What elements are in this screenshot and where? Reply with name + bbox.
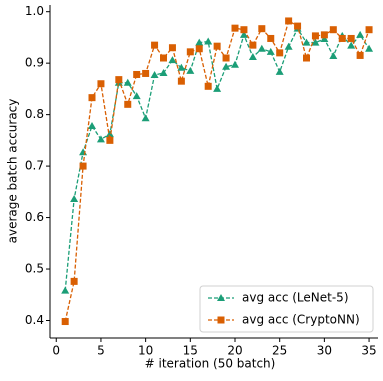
marker (123, 78, 132, 86)
marker (186, 48, 194, 56)
y-tick-label: 0.9 (25, 56, 44, 70)
marker (150, 70, 159, 78)
marker (285, 17, 293, 25)
x-tick-label: 35 (361, 344, 376, 358)
marker (217, 316, 225, 324)
marker (257, 44, 266, 52)
marker (204, 82, 212, 90)
marker (267, 34, 275, 42)
marker (195, 45, 203, 53)
x-axis-label: # iteration (50 batch) (145, 357, 276, 371)
x-tick-label: 10 (138, 344, 153, 358)
marker (177, 77, 185, 85)
legend: avg acc (LeNet-5) avg acc (CryptoNN) (199, 285, 374, 333)
marker (231, 60, 240, 68)
y-tick-label: 0.7 (25, 159, 44, 173)
marker (222, 54, 230, 62)
marker (177, 63, 186, 71)
marker (329, 26, 337, 34)
marker (217, 294, 225, 301)
marker (284, 42, 293, 50)
marker (61, 286, 70, 294)
legend-box (199, 285, 374, 333)
marker (311, 32, 319, 40)
marker (204, 37, 213, 45)
marker (168, 44, 176, 52)
marker (115, 76, 123, 84)
marker (329, 51, 338, 59)
line (64, 19, 370, 322)
legend-label: avg acc (LeNet-5) (242, 291, 349, 305)
x-tick-label: 5 (97, 344, 105, 358)
x-tick-label: 20 (227, 344, 242, 358)
x-tick-label: 0 (52, 344, 60, 358)
marker (320, 34, 329, 42)
marker (132, 92, 141, 100)
marker (276, 49, 284, 57)
y-tick-label: 0.5 (25, 262, 44, 276)
marker (248, 52, 257, 60)
marker (79, 162, 87, 170)
marker (61, 318, 69, 326)
marker (338, 34, 346, 42)
x-tick-label: 15 (183, 344, 198, 358)
marker (258, 25, 266, 33)
marker (240, 26, 248, 34)
marker (133, 70, 141, 78)
marker (96, 135, 105, 143)
marker (142, 69, 150, 77)
marker (88, 94, 96, 102)
marker (275, 67, 284, 75)
y-tick-label: 0.6 (25, 210, 44, 224)
marker (365, 26, 373, 34)
marker (356, 30, 365, 38)
marker (356, 51, 364, 59)
marker (294, 22, 302, 30)
marker (141, 114, 150, 122)
x-tick-label: 25 (272, 344, 287, 358)
marker (168, 56, 177, 64)
marker (160, 54, 168, 62)
marker (70, 195, 79, 203)
marker (266, 47, 275, 55)
marker (239, 30, 248, 38)
marker (105, 130, 114, 138)
marker (159, 68, 168, 76)
marker (88, 121, 97, 129)
x-tick-label: 30 (317, 344, 332, 358)
marker (97, 80, 105, 88)
marker (347, 34, 355, 42)
y-tick-label: 0.4 (25, 313, 44, 327)
marker (249, 41, 257, 49)
marker (347, 41, 356, 49)
y-tick-label: 1.0 (25, 4, 44, 18)
y-axis-label: average batch accuracy (6, 99, 20, 244)
marker (231, 24, 239, 32)
marker (320, 31, 328, 39)
marker (70, 277, 78, 285)
marker (186, 66, 195, 74)
marker (106, 136, 114, 144)
legend-label: avg acc (CryptoNN) (242, 313, 360, 327)
marker (213, 84, 222, 92)
marker (302, 38, 311, 46)
marker (222, 62, 231, 70)
marker (311, 38, 320, 46)
marker (195, 38, 204, 46)
marker (213, 42, 221, 50)
marker (365, 44, 374, 52)
marker (151, 41, 159, 49)
y-tick-label: 0.8 (25, 107, 44, 121)
marker (303, 54, 311, 62)
marker (79, 148, 88, 156)
marker (124, 100, 132, 108)
line (64, 27, 370, 291)
